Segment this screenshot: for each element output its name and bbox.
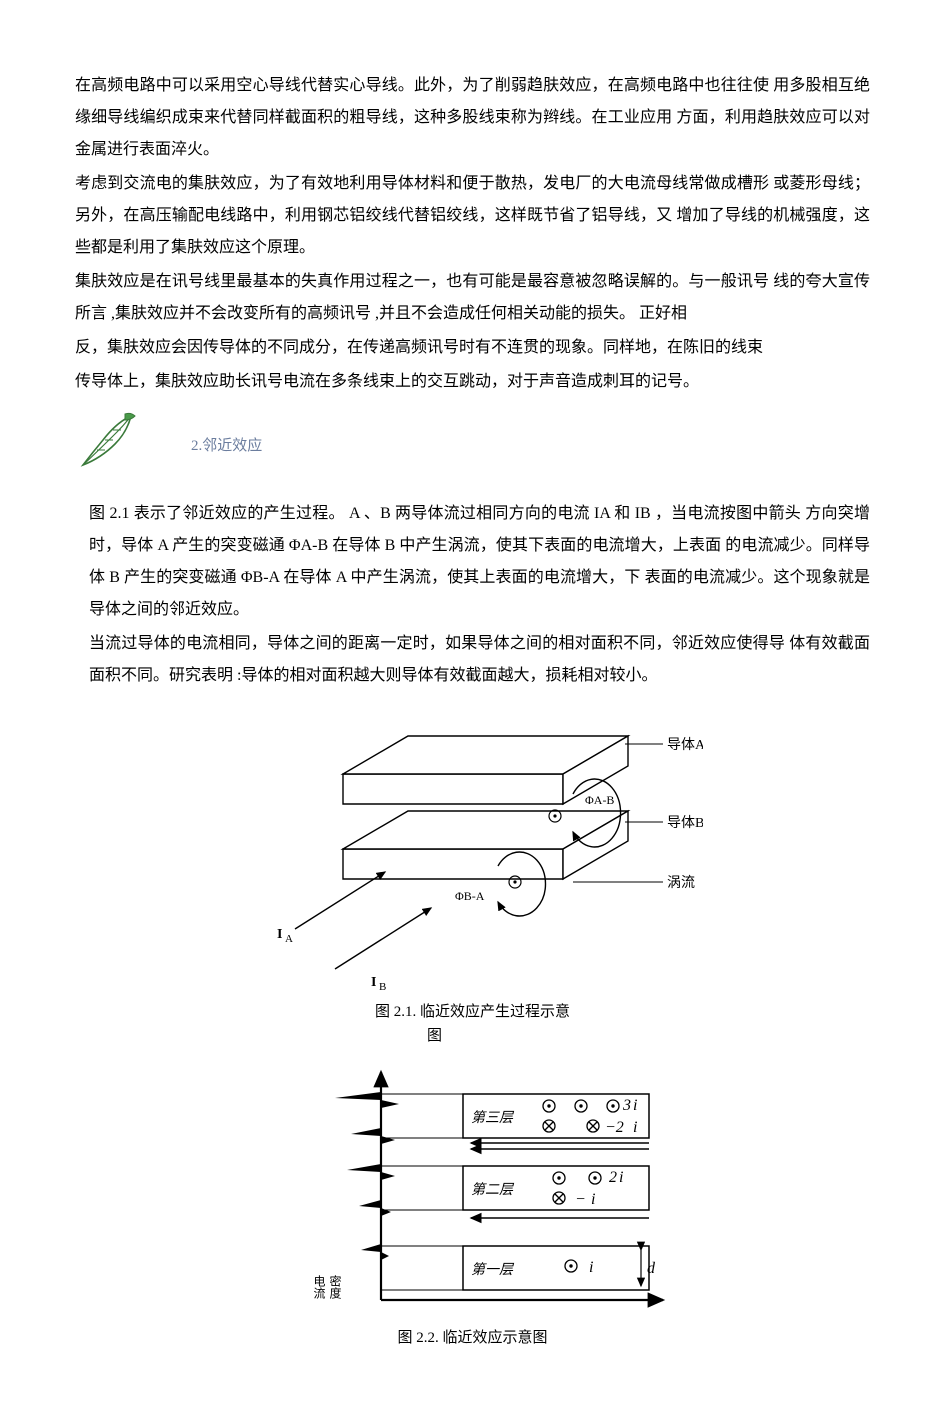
paragraph-3: 集肤效应是在讯号线里最基本的失真作用过程之一，也有可能是最容意被忽略误解的。与一…: [75, 266, 870, 330]
proximity-effect-layers-diagram: 第三层3i−2i第二层2i−i第一层id电流密度: [263, 1060, 683, 1320]
svg-text:ΦA-B: ΦA-B: [585, 793, 614, 807]
text-prefix: 图: [89, 505, 109, 522]
svg-text:涡流: 涡流: [667, 875, 695, 891]
caption-continuation: 图: [427, 1024, 870, 1048]
svg-text:i: i: [633, 1119, 637, 1136]
svg-text:第二层: 第二层: [471, 1182, 515, 1198]
figure-2-2-caption: 图 2.2. 临近效应示意图: [75, 1326, 870, 1350]
section-header: 2.邻近效应: [75, 410, 870, 482]
figure-2-1-caption: 图 2.1. 临近效应产生过程示意 图: [75, 1000, 870, 1048]
svg-text:−: −: [575, 1191, 586, 1208]
svg-text:i: i: [591, 1191, 595, 1208]
svg-text:2: 2: [609, 1169, 617, 1186]
svg-text:第三层: 第三层: [471, 1110, 515, 1126]
proximity-effect-diagram: 导体A导体B涡流ΦA-BΦB-AIAIB: [243, 704, 703, 994]
svg-text:电流: 电流: [312, 1275, 326, 1299]
svg-text:I: I: [277, 927, 282, 942]
paragraph-6: 图 2.1 表示了邻近效应的产生过程。 A 、B 两导体流过相同方向的电流 IA…: [89, 498, 870, 626]
text-body: 表示了邻近效应的产生过程。 A 、B 两导体流过相同方向的电流 IA 和 IB …: [89, 505, 870, 618]
paragraph-7: 当流过导体的电流相同，导体之间的距离一定时，如果导体之间的相对面积不同，邻近效应…: [89, 628, 870, 692]
svg-text:第一层: 第一层: [471, 1262, 515, 1278]
figure-2-1: 导体A导体B涡流ΦA-BΦB-AIAIB 图 2.1. 临近效应产生过程示意 图: [75, 704, 870, 1048]
svg-text:ΦB-A: ΦB-A: [455, 889, 485, 903]
svg-text:i: i: [633, 1097, 637, 1114]
svg-text:I: I: [371, 975, 376, 990]
svg-text:−2: −2: [605, 1119, 624, 1136]
section-number: 2.: [191, 438, 202, 454]
caption-text: 图 2.1. 临近效应产生过程示意: [375, 1004, 570, 1020]
section-number-label: 2.邻近效应: [191, 431, 262, 461]
figure-ref-number: 2.1: [109, 505, 129, 522]
figure-2-2: 第三层3i−2i第二层2i−i第一层id电流密度 图 2.2. 临近效应示意图: [75, 1060, 870, 1350]
svg-text:i: i: [589, 1259, 593, 1276]
section-body: 图 2.1 表示了邻近效应的产生过程。 A 、B 两导体流过相同方向的电流 IA…: [75, 498, 870, 692]
svg-text:i: i: [619, 1169, 623, 1186]
svg-text:B: B: [379, 981, 386, 993]
svg-text:A: A: [285, 933, 293, 945]
svg-text:密度: 密度: [328, 1274, 342, 1299]
svg-text:3: 3: [622, 1097, 631, 1114]
svg-text:导体B: 导体B: [667, 815, 703, 831]
paragraph-2: 考虑到交流电的集肤效应，为了有效地利用导体材料和便于散热，发电厂的大电流母线常做…: [75, 168, 870, 264]
svg-text:d: d: [647, 1260, 656, 1277]
section-title: 邻近效应: [202, 438, 262, 454]
paragraph-5: 传导体上，集肤效应助长讯号电流在多条线束上的交互跳动，对于声音造成刺耳的记号。: [75, 366, 870, 398]
paragraph-1: 在高频电路中可以采用空心导线代替实心导线。此外，为了削弱趋肤效应，在高频电路中也…: [75, 70, 870, 166]
svg-text:导体A: 导体A: [667, 737, 703, 753]
paragraph-4: 反，集肤效应会因传导体的不同成分，在传递高频讯号时有不连贯的现象。同样地，在陈旧…: [75, 332, 870, 364]
leaf-quill-icon: [75, 410, 155, 482]
